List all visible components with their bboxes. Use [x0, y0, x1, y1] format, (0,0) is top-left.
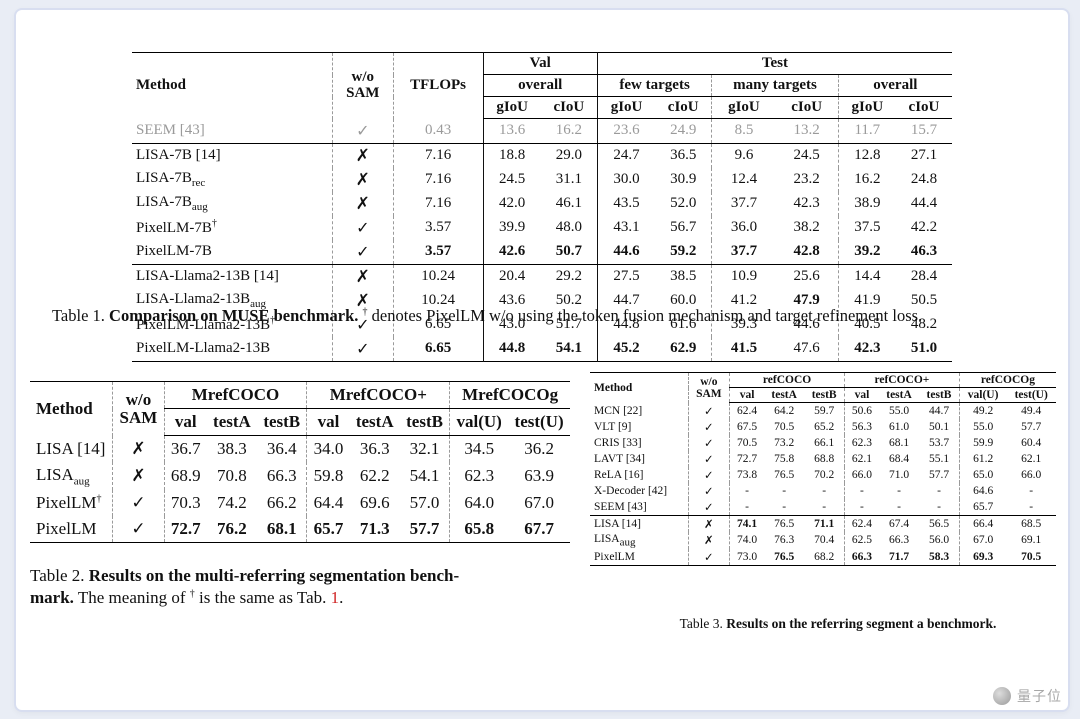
cap2-pre: Table 2. [30, 566, 89, 585]
t2-body: LISA [14]✗36.738.336.434.036.332.134.536… [30, 436, 570, 543]
table-row: X-Decoder [42]✓------64.6- [590, 483, 1056, 499]
table-row: LISA-Llama2-13B [14]✗10.2420.429.227.538… [132, 264, 952, 289]
t1-h-tflops: TFLOPs [393, 53, 483, 119]
t1-h-overall2: overall [838, 75, 952, 97]
cap3-pre: Table 3. [680, 616, 727, 631]
table3-table: Method w/oSAM refCOCO refCOCO+ refCOCOg … [590, 372, 1056, 566]
cap2-ref: 1 [331, 588, 340, 607]
t2-h-val1: val [164, 409, 207, 436]
cap1-pre: Table 1. [52, 306, 109, 325]
t2-h-c1: MrefCOCO [164, 382, 307, 409]
t3-h-method: Method [590, 373, 688, 403]
t2-h-c3: MrefCOCOg [450, 382, 570, 409]
table-row: LISA-7B [14]✗7.1618.829.024.736.59.624.5… [132, 143, 952, 168]
t2-h-val2: val [307, 409, 350, 436]
table-row: LISAaug✗68.970.866.359.862.254.162.363.9 [30, 462, 570, 490]
t2-h-ta2: testA [350, 409, 400, 436]
table-row: PixelLM-7B†✓3.5739.948.043.156.736.038.2… [132, 216, 952, 240]
t1-h-g2: gIoU [597, 97, 655, 119]
t3-h-c3: refCOCOg [959, 373, 1056, 388]
table-row: PixelLM-Llama2-13B✓6.6544.854.145.262.94… [132, 337, 952, 362]
table2-caption: Table 2. Results on the multi-referring … [30, 566, 570, 608]
table3-caption: Table 3. Results on the referring segmen… [628, 616, 1048, 632]
cap1-dag: † [363, 306, 368, 325]
t1-h-c4: cIoU [896, 97, 952, 119]
table-row: SEEM [43]✓0.4313.616.223.624.98.513.211.… [132, 119, 952, 144]
t1-h-many: many targets [712, 75, 838, 97]
t3-h-c1: refCOCO [730, 373, 845, 388]
table-row: LISA-7Baug✗7.1642.046.143.552.037.742.33… [132, 192, 952, 216]
t1-h-c1: cIoU [541, 97, 598, 119]
table-row: LAVT [34]✓72.775.868.862.168.455.161.262… [590, 451, 1056, 467]
t1-h-c2: cIoU [655, 97, 712, 119]
t1-h-few: few targets [597, 75, 711, 97]
watermark: 量子位 [993, 686, 1062, 706]
t3-h1: Method w/oSAM refCOCO refCOCO+ refCOCOg [590, 373, 1056, 388]
table-row: CRIS [33]✓70.573.266.162.368.153.759.960… [590, 435, 1056, 451]
table-row: LISAaug✗74.076.370.462.566.356.067.069.1 [590, 532, 1056, 549]
t2-h-tb1: testB [257, 409, 307, 436]
table-row: VLT [9]✓67.570.565.256.361.050.155.057.7 [590, 419, 1056, 435]
t2-h-ta1: testA [207, 409, 257, 436]
t3-body: MCN [22]✓62.464.259.750.655.044.749.249.… [590, 403, 1056, 566]
table-row: PixelLM†✓70.374.266.264.469.657.064.067.… [30, 490, 570, 516]
watermark-icon [993, 687, 1011, 705]
t1-h-wosam: w/oSAM [333, 53, 394, 119]
t1-h-val: Val [483, 53, 597, 75]
t1-h-c3: cIoU [776, 97, 839, 119]
table-row: ReLA [16]✓73.876.570.266.071.057.765.066… [590, 467, 1056, 483]
t1-h-overall1: overall [483, 75, 597, 97]
t3-h-tb1: testB [804, 388, 844, 403]
t2-h-vu: val(U) [450, 409, 508, 436]
cap2-ra: The meaning of [78, 588, 190, 607]
cap3-bold: Results on the referring segment [726, 616, 913, 631]
t2-h-wosam: w/oSAM [113, 382, 164, 436]
table-row: SEEM [43]✓------65.7- [590, 499, 1056, 516]
watermark-text: 量子位 [1017, 686, 1062, 706]
t2-h1: Method w/oSAM MrefCOCO MrefCOCO+ MrefCOC… [30, 382, 570, 409]
t3-h-vu: val(U) [959, 388, 1006, 403]
t1-h-g1: gIoU [483, 97, 541, 119]
t1-h-method: Method [132, 53, 333, 119]
t3-h-tb2: testB [919, 388, 959, 403]
t1-h-g3: gIoU [712, 97, 776, 119]
t1-head-row1: Method w/oSAM TFLOPs Val Test [132, 53, 952, 75]
t3-h-val2: val [844, 388, 878, 403]
paper-panel: Method w/oSAM TFLOPs Val Test overall fe… [14, 8, 1070, 712]
cap1-bold: Comparison on MUSE benchmark. [109, 306, 358, 325]
table-row: LISA-7Brec✗7.1624.531.130.030.912.423.21… [132, 168, 952, 192]
table2-table: Method w/oSAM MrefCOCO MrefCOCO+ MrefCOC… [30, 381, 570, 543]
cap1-rest: denotes PixelLM w/o using the token fusi… [372, 306, 923, 325]
t2-h-c2: MrefCOCO+ [307, 382, 450, 409]
t1-h-g4: gIoU [838, 97, 896, 119]
cap2-bold2: mark. [30, 588, 74, 607]
cap2-rb: is the same as Tab. [195, 588, 331, 607]
t2-h-tu: test(U) [508, 409, 570, 436]
t3-h-tu: test(U) [1006, 388, 1056, 403]
table-row: PixelLM✓73.076.568.266.371.758.369.370.5 [590, 549, 1056, 566]
t2-h-method: Method [30, 382, 113, 436]
table3: Method w/oSAM refCOCO refCOCO+ refCOCOg … [590, 372, 1056, 566]
t1-h-test: Test [597, 53, 952, 75]
cap2-rc: . [339, 588, 343, 607]
table-row: MCN [22]✓62.464.259.750.655.044.749.249.… [590, 403, 1056, 419]
t3-h-c2: refCOCO+ [844, 373, 959, 388]
table-row: PixelLM-7B✓3.5742.650.744.659.237.742.83… [132, 240, 952, 265]
table-row: LISA [14]✗36.738.336.434.036.332.134.536… [30, 436, 570, 463]
t3-h-ta2: testA [879, 388, 919, 403]
table-row: PixelLM✓72.776.268.165.771.357.765.867.7 [30, 516, 570, 543]
t3-h-ta1: testA [764, 388, 804, 403]
table1-caption: Table 1. Comparison on MUSE benchmark. †… [52, 306, 1036, 326]
t3-h-wosam: w/oSAM [688, 373, 730, 403]
cap3-tail: a benchmork. [914, 616, 997, 631]
t2-h-tb2: testB [400, 409, 450, 436]
t3-h-val1: val [730, 388, 764, 403]
table-row: LISA [14]✗74.176.571.162.467.456.566.468… [590, 515, 1056, 532]
cap2-bold: Results on the multi-referring segmentat… [89, 566, 459, 585]
table2: Method w/oSAM MrefCOCO MrefCOCO+ MrefCOC… [30, 381, 570, 543]
